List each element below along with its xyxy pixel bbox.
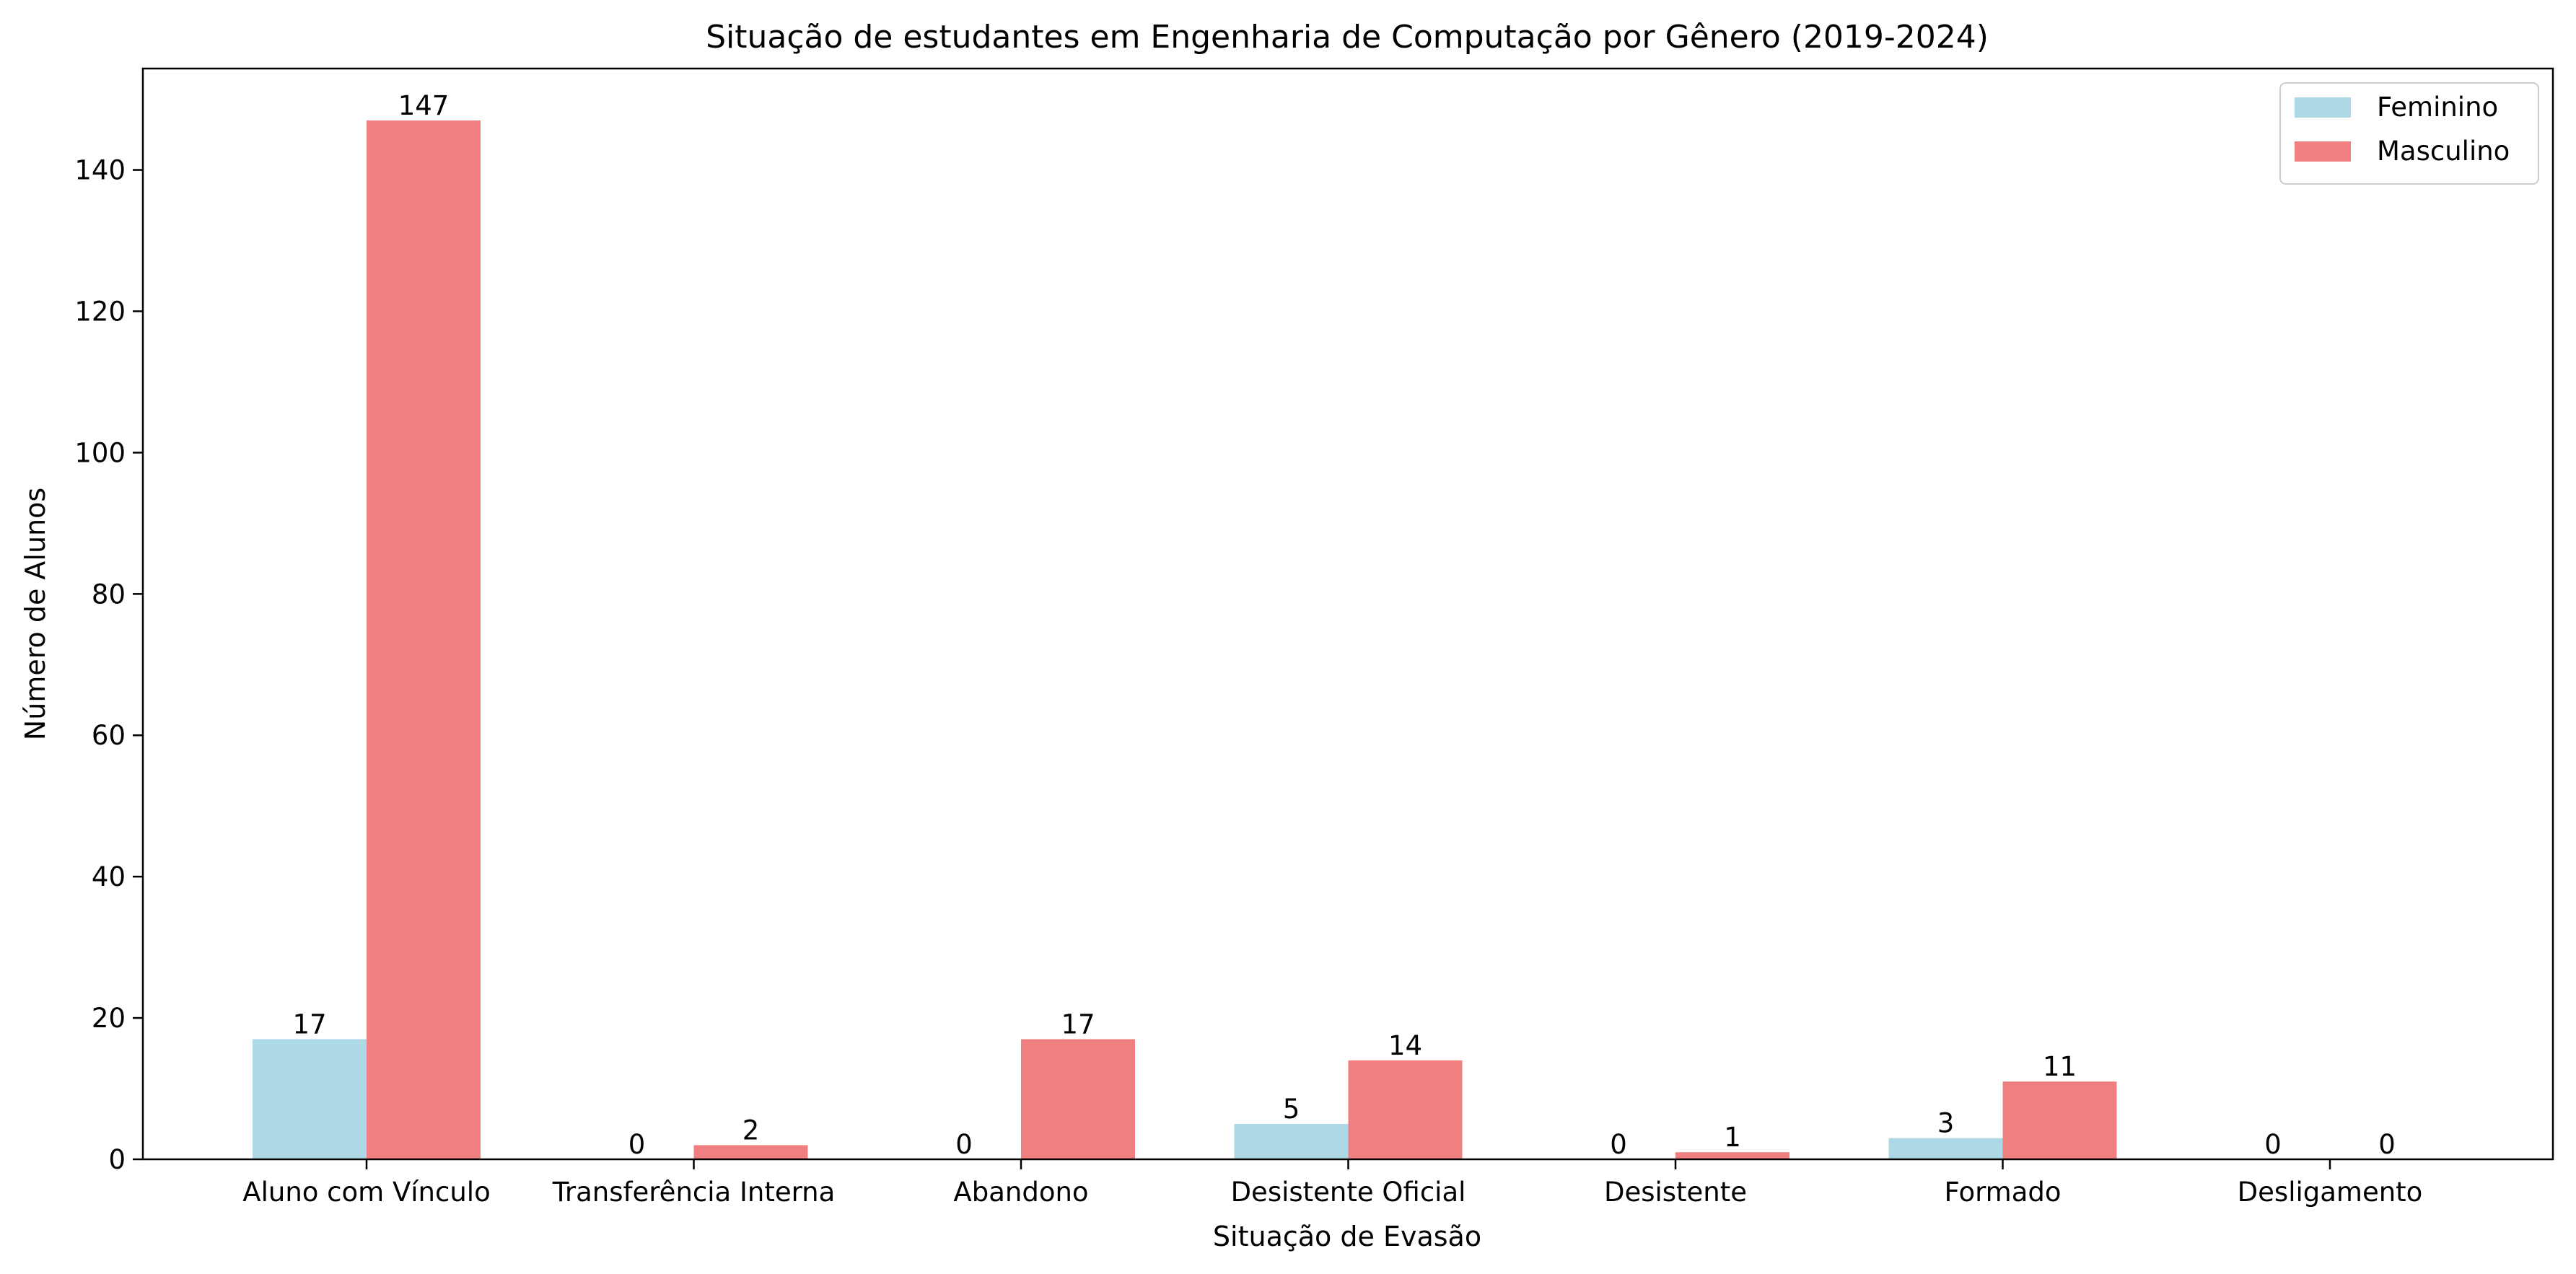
bar-masculino — [1675, 1152, 1789, 1159]
bar-feminino — [1888, 1138, 2003, 1159]
legend-swatch-masculino — [2295, 141, 2351, 162]
bar-value-label: 147 — [398, 90, 450, 121]
bar-value-label: 0 — [628, 1129, 646, 1160]
legend-label: Feminino — [2377, 92, 2498, 123]
bar-value-label: 0 — [2378, 1129, 2396, 1160]
bar-feminino — [253, 1039, 367, 1159]
bar-value-label: 2 — [742, 1115, 760, 1146]
y-tick-label: 40 — [92, 861, 126, 892]
y-tick-label: 100 — [74, 437, 126, 468]
bar-value-label: 11 — [2043, 1051, 2077, 1082]
y-tick-label: 60 — [92, 720, 126, 751]
y-tick-label: 140 — [74, 155, 126, 186]
x-tick-label: Formado — [1944, 1177, 2061, 1208]
x-tick-label: Desligamento — [2238, 1177, 2423, 1208]
x-tick-label: Abandono — [953, 1177, 1088, 1208]
y-axis-label: Número de Alunos — [19, 488, 51, 740]
y-tick-label: 80 — [92, 579, 126, 610]
y-tick-label: 20 — [92, 1003, 126, 1034]
bar-value-label: 14 — [1388, 1030, 1422, 1061]
x-tick-label: Aluno com Vínculo — [242, 1177, 490, 1208]
legend-swatch-feminino — [2295, 97, 2351, 118]
x-tick-label: Desistente — [1604, 1177, 1747, 1208]
y-tick-label: 0 — [108, 1144, 126, 1175]
bar-value-label: 3 — [1937, 1108, 1955, 1139]
bar-masculino — [1348, 1060, 1463, 1159]
bar-masculino — [1021, 1039, 1135, 1159]
bar-feminino — [1234, 1124, 1349, 1159]
x-tick-label: Desistente Oficial — [1231, 1177, 1466, 1208]
plot-frame — [141, 67, 2554, 1161]
x-axis-label: Situação de Evasão — [1213, 1221, 1481, 1252]
x-tick-label: Transferência Interna — [552, 1177, 836, 1208]
bar-value-label: 0 — [955, 1129, 973, 1160]
bar-masculino — [367, 120, 481, 1159]
bar-value-label: 17 — [292, 1009, 326, 1040]
bar-value-label: 1 — [1724, 1122, 1741, 1153]
bar-value-label: 0 — [2264, 1129, 2282, 1160]
chart-title: Situação de estudantes em Engenharia de … — [706, 19, 1989, 56]
y-tick-label: 120 — [74, 296, 126, 327]
bar-value-label: 17 — [1061, 1009, 1095, 1040]
bar-value-label: 5 — [1283, 1094, 1300, 1125]
bar-masculino — [2002, 1081, 2117, 1159]
legend: Feminino Masculino — [2279, 82, 2539, 185]
bar-value-label: 0 — [1610, 1129, 1627, 1160]
bar-masculino — [693, 1145, 808, 1159]
legend-label: Masculino — [2377, 136, 2510, 167]
